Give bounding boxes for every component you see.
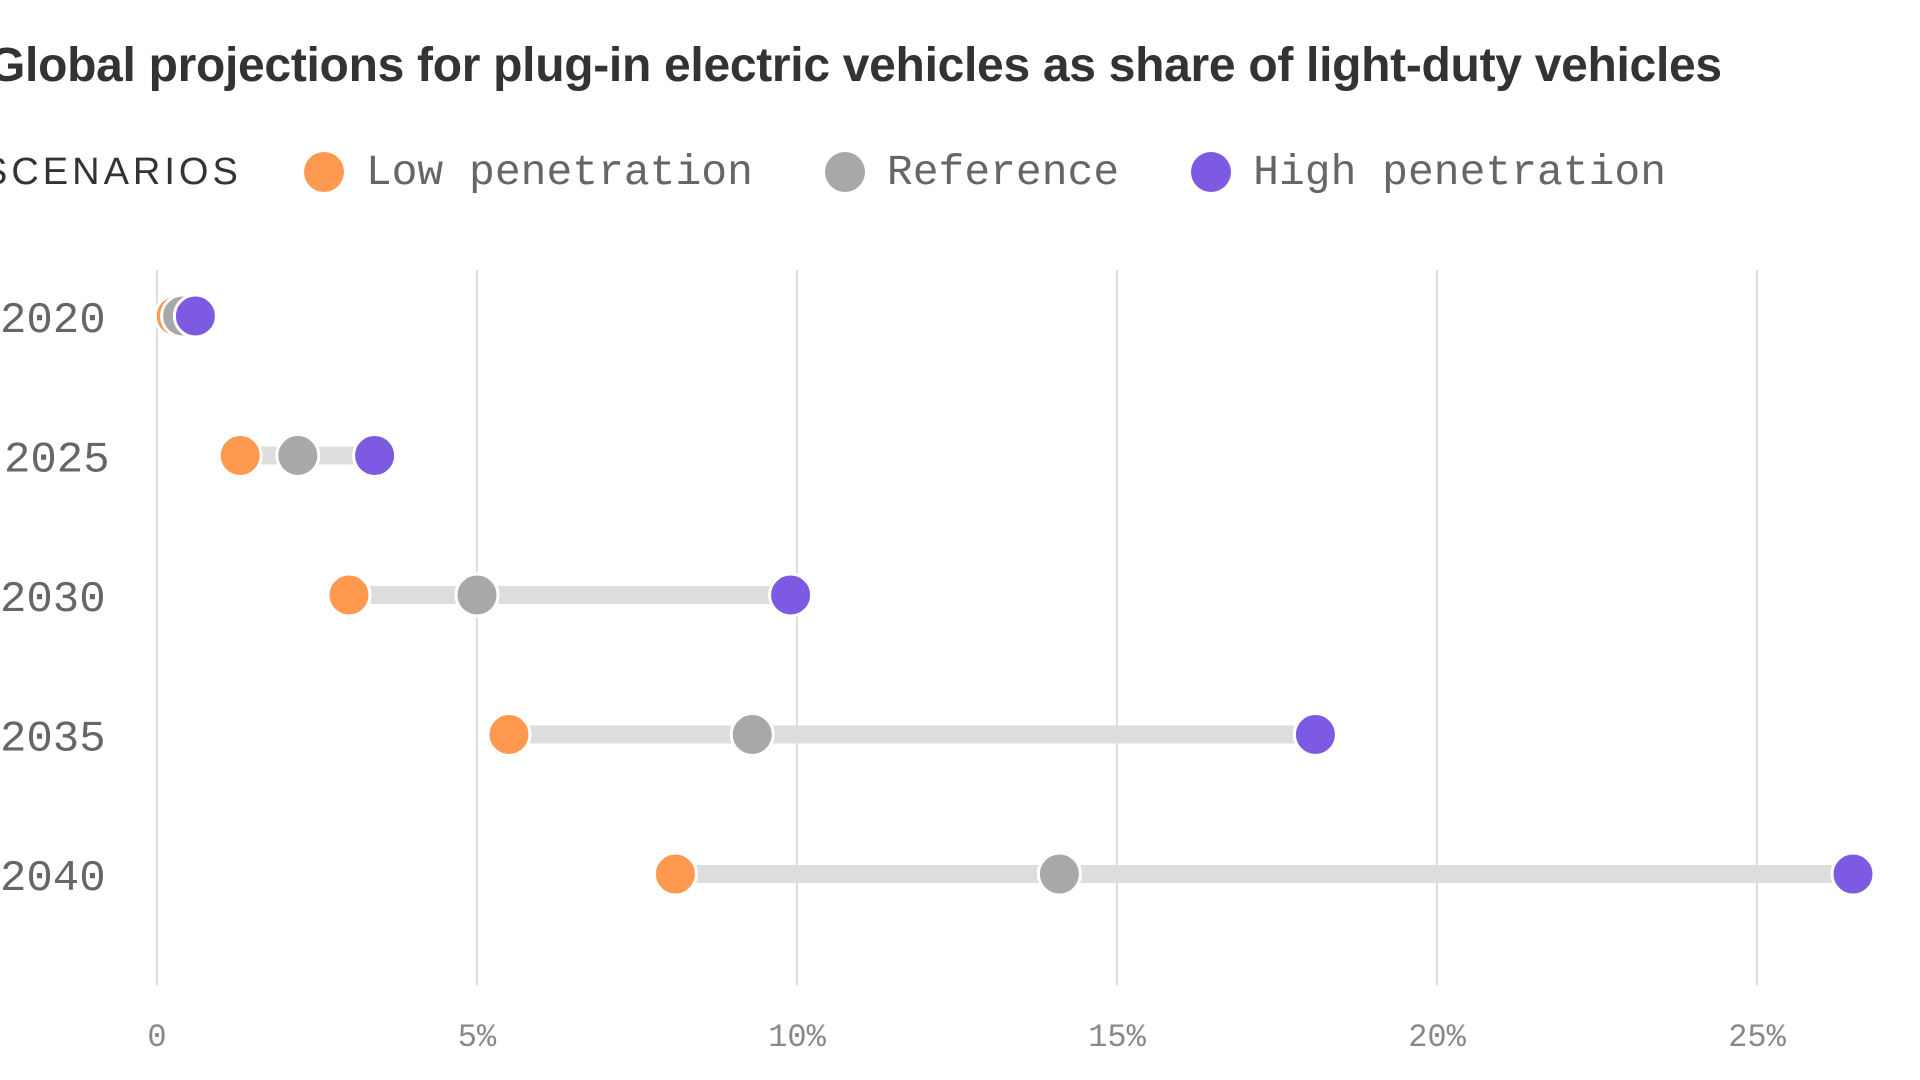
chart-title: Global projections for plug-in electric … (0, 39, 1722, 92)
high-penetration-dot-icon (1191, 152, 1232, 192)
legend-item-low: Low penetration (303, 147, 753, 197)
x-tick-label: 15% (1088, 1019, 1146, 1056)
low-point (326, 572, 372, 618)
reference-point (1036, 851, 1082, 897)
year-label: 2025 (4, 436, 110, 486)
reference-dot-icon (824, 152, 865, 192)
high-point (172, 293, 218, 339)
high-point (1830, 851, 1876, 897)
reference-point (729, 712, 775, 757)
legend-item-reference: Reference (824, 147, 1120, 197)
year-label: 2030 (0, 575, 106, 625)
low-penetration-dot-icon (303, 152, 344, 192)
reference-point (454, 572, 500, 618)
low-point (652, 851, 698, 897)
legend-label-low: Low penetration (365, 147, 753, 197)
low-point (217, 433, 263, 478)
year-label: 2040 (0, 854, 106, 904)
year-label: 2020 (0, 296, 106, 346)
high-point (352, 433, 398, 478)
row-2030: 2030 (0, 572, 814, 625)
year-label: 2035 (0, 715, 106, 765)
legend-label-reference: Reference (886, 147, 1120, 197)
low-point (486, 712, 532, 757)
legend-heading: SCENARIOS (0, 150, 242, 193)
high-point (768, 572, 814, 618)
x-tick-label: 25% (1728, 1019, 1786, 1056)
reference-point (275, 433, 321, 478)
row-2025: 2025 (4, 433, 398, 486)
x-tick-label: 20% (1408, 1019, 1466, 1056)
row-2020: 2020 (0, 293, 218, 346)
x-tick-label: 10% (768, 1019, 826, 1056)
legend-label-high: High penetration (1253, 147, 1667, 197)
x-tick-label: 5% (458, 1019, 497, 1056)
high-point (1292, 712, 1338, 757)
row-2040: 2040 (0, 851, 1876, 904)
x-tick-label: 0 (147, 1019, 166, 1056)
row-2035: 2035 (0, 712, 1338, 765)
legend-item-high: High penetration (1191, 148, 1666, 197)
legend: SCENARIOS Low penetration Reference High… (0, 142, 1738, 202)
